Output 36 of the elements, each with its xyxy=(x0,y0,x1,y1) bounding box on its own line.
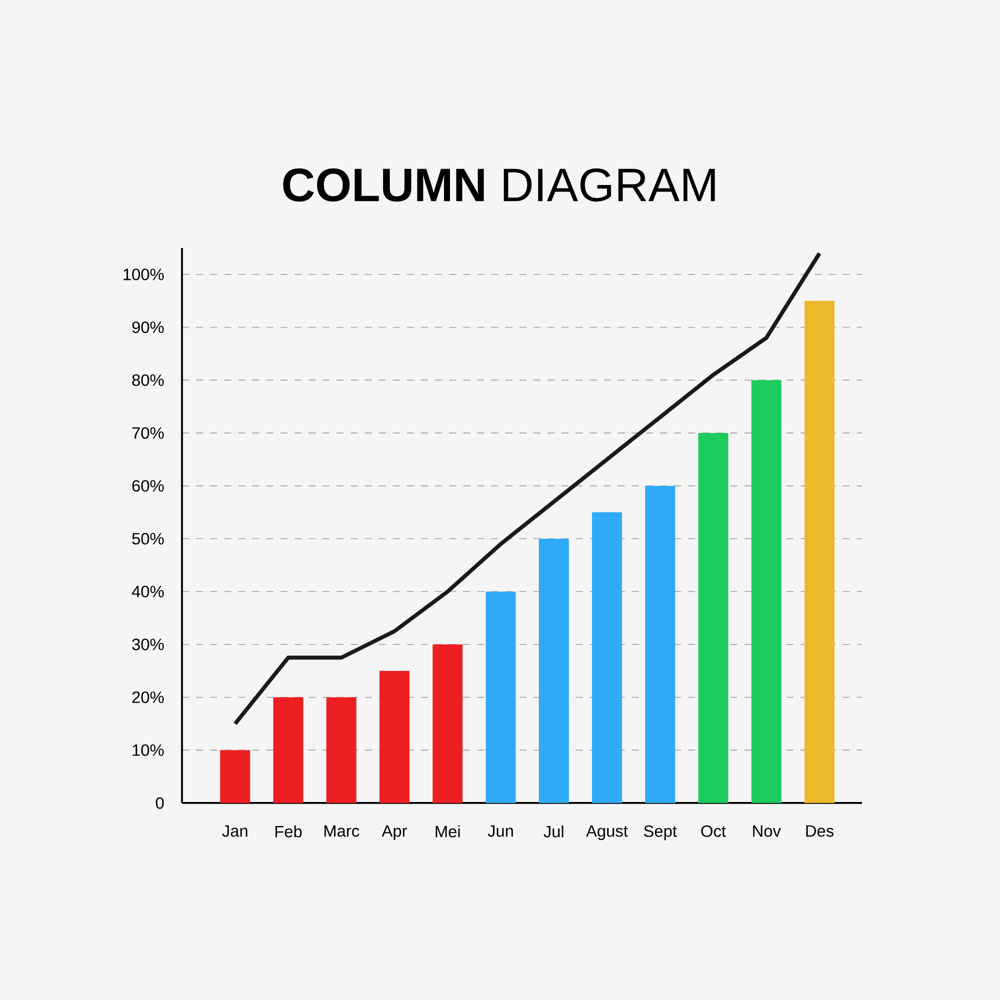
bar xyxy=(220,750,250,803)
bar xyxy=(592,512,622,803)
x-tick-label: Jul xyxy=(544,825,564,838)
chart-title: COLUMN DIAGRAM xyxy=(283,168,715,202)
x-tick-label: Marc xyxy=(324,825,360,837)
x-tick-label: Nov xyxy=(753,825,781,837)
x-tick-label: Jan xyxy=(222,825,248,837)
bar xyxy=(326,697,356,803)
bar xyxy=(751,380,782,803)
x-tick-label: Sept xyxy=(644,825,677,840)
y-tick-label: 20% xyxy=(132,692,164,704)
y-tick-label: 90% xyxy=(132,322,164,334)
bar xyxy=(698,432,728,803)
y-tick-label: 100% xyxy=(124,268,164,280)
y-tick-label: 10% xyxy=(132,744,164,756)
x-tick-label: Des xyxy=(806,825,834,837)
y-tick-label: 40% xyxy=(132,586,164,598)
bar xyxy=(538,538,569,803)
y-tick-label: 70% xyxy=(132,427,164,439)
y-tick-label: 0 xyxy=(156,797,164,809)
y-tick-label: 60% xyxy=(132,480,164,492)
bar xyxy=(273,697,304,803)
x-tick-label: Feb xyxy=(275,825,302,838)
x-tick-label: Agust xyxy=(586,825,628,840)
x-tick-label: Mei xyxy=(436,825,460,838)
x-tick-label: Oct xyxy=(701,825,726,837)
x-tick-label: Jun xyxy=(488,825,513,837)
bar xyxy=(432,644,463,803)
bar xyxy=(486,592,516,803)
y-tick-label: 50% xyxy=(132,532,164,545)
y-tick-label: 30% xyxy=(132,638,164,650)
bar xyxy=(804,300,835,803)
x-tick-label: Apr xyxy=(382,825,407,840)
bar xyxy=(380,670,410,803)
bar xyxy=(645,486,676,803)
y-tick-label: 80% xyxy=(132,374,164,386)
